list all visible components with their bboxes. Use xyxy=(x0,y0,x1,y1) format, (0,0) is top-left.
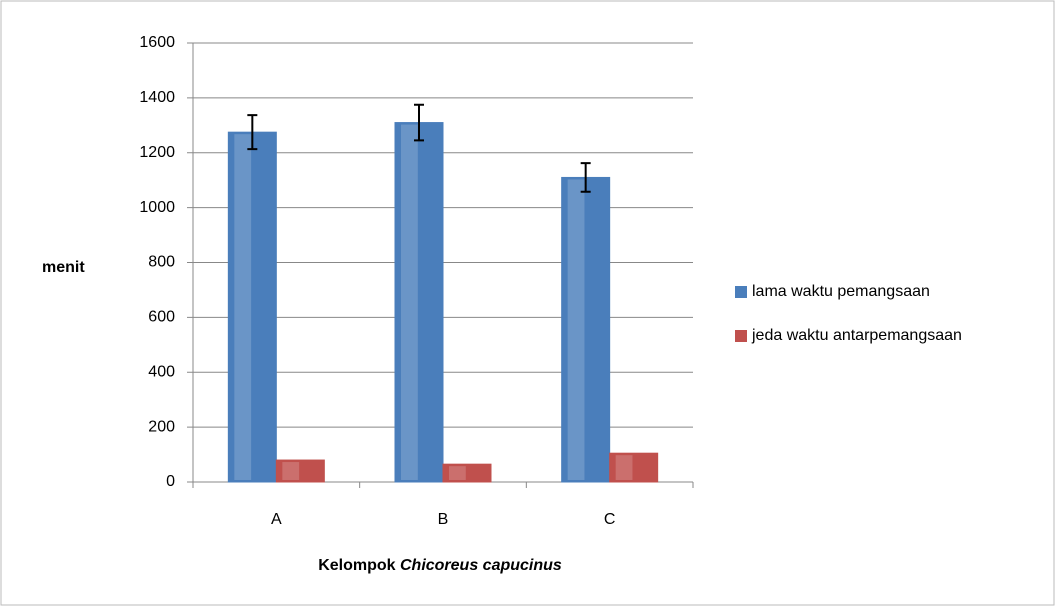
bar xyxy=(442,463,492,483)
y-tick-label: 600 xyxy=(148,309,175,326)
bar xyxy=(561,176,611,483)
x-tick-label: C xyxy=(604,511,616,528)
y-axis-label: menit xyxy=(42,259,85,276)
bar-shine xyxy=(234,134,252,480)
bar-shine xyxy=(615,455,633,480)
x-axis-label-text: Kelompok xyxy=(318,557,395,574)
y-tick-label: 1600 xyxy=(139,34,175,51)
y-tick-label: 200 xyxy=(148,418,175,435)
y-tick-label: 1400 xyxy=(139,89,175,106)
bar xyxy=(609,452,659,483)
legend-label: jeda waktu antarpemangsaan xyxy=(751,327,962,344)
bar-shine xyxy=(567,179,585,480)
y-tick-label: 1000 xyxy=(139,199,175,216)
x-tick-label: B xyxy=(438,511,449,528)
legend-swatch xyxy=(735,286,747,298)
y-tick-label: 0 xyxy=(166,473,175,490)
x-tick-label: A xyxy=(271,511,282,528)
bar xyxy=(227,131,277,483)
x-axis-label: Kelompok Chicoreus capucinus xyxy=(318,557,562,574)
bar-shine xyxy=(282,462,300,480)
x-axis-label-species: Chicoreus capucinus xyxy=(400,557,562,574)
error-bar xyxy=(247,114,258,151)
bar xyxy=(275,459,325,483)
y-tick-label: 1200 xyxy=(139,144,175,161)
legend-label: lama waktu pemangsaan xyxy=(752,283,930,300)
y-tick-label: 400 xyxy=(148,363,175,380)
legend-swatch xyxy=(735,330,747,342)
bar-shine xyxy=(401,124,418,480)
bar xyxy=(394,122,444,483)
bar-shine xyxy=(449,466,466,480)
error-bar xyxy=(414,103,424,142)
y-tick-label: 800 xyxy=(148,254,175,271)
error-bar xyxy=(580,162,591,193)
